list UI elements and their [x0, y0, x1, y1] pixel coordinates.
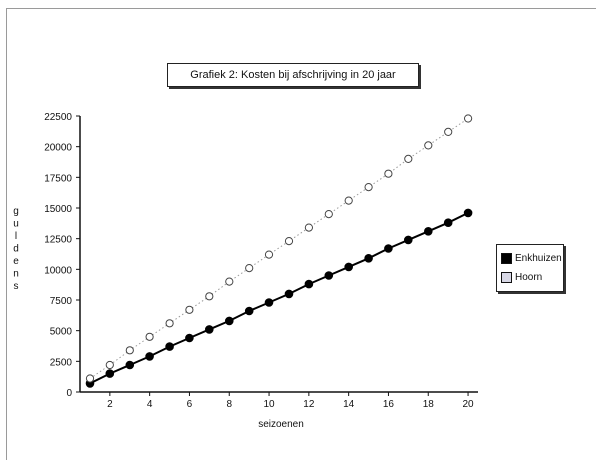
- point-enkhuizen-4: [145, 352, 154, 361]
- point-enkhuizen-14: [344, 262, 354, 272]
- x-tick-label: 8: [226, 399, 232, 410]
- x-tick-label: 14: [343, 399, 355, 410]
- x-tick-label: 2: [107, 399, 113, 410]
- point-hoorn-20: [464, 114, 473, 123]
- y-tick-label: 17500: [44, 173, 72, 184]
- legend-swatch-hoorn: [501, 272, 512, 283]
- point-hoorn-16: [384, 169, 393, 178]
- y-tick-label: 22500: [44, 112, 72, 123]
- point-hoorn-5: [165, 319, 174, 328]
- point-enkhuizen-8: [225, 316, 234, 326]
- point-enkhuizen-20: [463, 208, 473, 218]
- point-hoorn-10: [264, 250, 274, 259]
- point-hoorn-8: [225, 277, 234, 286]
- point-enkhuizen-17: [404, 235, 413, 245]
- x-tick-label: 6: [187, 399, 193, 410]
- y-tick-label: 0: [66, 388, 72, 399]
- legend-swatch-enkhuizen: [501, 253, 512, 264]
- y-tick-label: 7500: [50, 296, 73, 307]
- point-hoorn-6: [185, 305, 194, 314]
- y-tick-label: 2500: [50, 357, 73, 368]
- point-enkhuizen-5: [165, 342, 174, 351]
- point-enkhuizen-9: [244, 306, 254, 316]
- legend-item-enkhuizen: Enkhuizen: [501, 253, 562, 264]
- point-enkhuizen-16: [384, 244, 393, 253]
- point-enkhuizen-15: [364, 253, 373, 263]
- x-tick-label: 20: [462, 399, 474, 410]
- legend: Enkhuizen Hoorn: [496, 244, 564, 292]
- chart-title-box: Grafiek 2: Kosten bij afschrijving in 20…: [167, 63, 419, 87]
- point-enkhuizen-19: [443, 218, 453, 227]
- point-hoorn-12: [304, 223, 313, 232]
- point-hoorn-15: [364, 183, 373, 192]
- y-tick-label: 5000: [50, 327, 73, 338]
- point-enkhuizen-12: [304, 279, 314, 289]
- x-tick-label: 16: [383, 399, 395, 410]
- point-hoorn-13: [324, 210, 333, 219]
- point-hoorn-4: [145, 332, 154, 341]
- point-hoorn-11: [284, 237, 294, 246]
- point-hoorn-3: [125, 346, 134, 355]
- point-hoorn-19: [444, 127, 453, 136]
- y-tick-label: 10000: [44, 265, 72, 276]
- x-tick-label: 18: [423, 399, 435, 410]
- point-enkhuizen-18: [424, 227, 433, 236]
- y-tick-label: 12500: [44, 235, 72, 246]
- y-tick-label: 15000: [44, 204, 72, 215]
- chart-frame: [6, 8, 596, 460]
- point-hoorn-9: [245, 264, 254, 273]
- chart-title: Grafiek 2: Kosten bij afschrijving in 20…: [190, 69, 396, 81]
- legend-item-hoorn: Hoorn: [501, 272, 542, 283]
- x-axis-label: seizoenen: [258, 419, 304, 430]
- x-tick-label: 4: [147, 399, 153, 410]
- x-tick-label: 10: [263, 399, 275, 410]
- point-enkhuizen-3: [125, 360, 135, 370]
- legend-label-enkhuizen: Enkhuizen: [515, 253, 562, 264]
- point-hoorn-1: [85, 374, 95, 383]
- point-enkhuizen-10: [264, 298, 274, 307]
- point-enkhuizen-7: [205, 325, 214, 334]
- point-enkhuizen-2: [105, 369, 115, 378]
- point-hoorn-17: [404, 154, 413, 163]
- y-tick-label: 20000: [44, 143, 72, 154]
- point-hoorn-2: [105, 360, 114, 370]
- point-hoorn-7: [205, 292, 214, 301]
- point-enkhuizen-11: [284, 289, 294, 299]
- point-enkhuizen-13: [324, 271, 334, 280]
- legend-label-hoorn: Hoorn: [515, 272, 543, 283]
- x-tick-label: 12: [303, 399, 315, 410]
- point-enkhuizen-6: [185, 333, 194, 343]
- point-hoorn-18: [424, 141, 433, 150]
- point-hoorn-14: [344, 196, 353, 205]
